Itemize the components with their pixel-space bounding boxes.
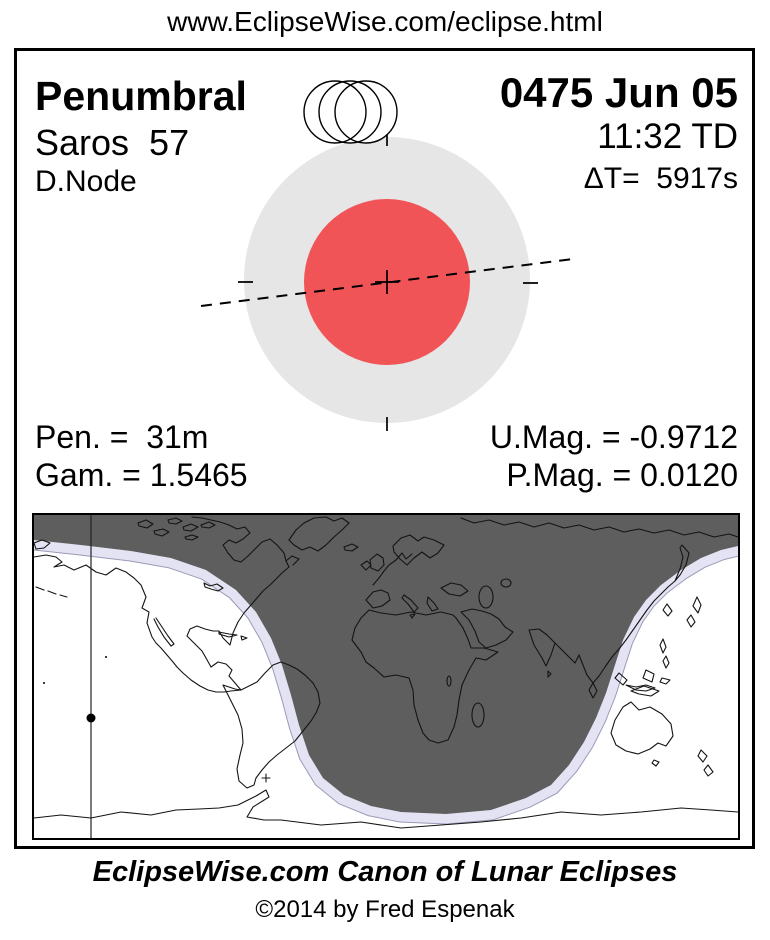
eclipse-diagram-box: Penumbral Saros 57 D.Node 0475 Jun 05 11… — [14, 48, 755, 849]
source-url: www.EclipseWise.com/eclipse.html — [167, 6, 603, 37]
continent-outlines — [34, 516, 738, 829]
africa-outline — [351, 609, 499, 744]
ecliptic-dashed-line — [200, 258, 574, 307]
copyright-notice: ©2014 by Fred Espenak — [255, 896, 515, 923]
cardinal-ticks — [238, 130, 538, 431]
visibility-map-frame — [32, 513, 740, 840]
time-label: 11:32 TD — [597, 117, 738, 156]
eclipse-not-visible-zone — [34, 515, 738, 814]
date-label: 0475 Jun 05 — [499, 69, 738, 116]
madagascar-outline — [471, 702, 485, 728]
sublunar-point-dot — [86, 713, 96, 723]
arctic-islands-outline — [137, 516, 359, 552]
gamma-label: Gam. = 1.5465 — [35, 457, 248, 493]
small-island-dot — [105, 656, 107, 658]
umbral-magnitude-label: U.Mag. = -0.9712 — [489, 419, 738, 455]
europe-outline — [360, 534, 469, 619]
lake-victoria-outline — [446, 675, 452, 687]
pen-duration-label: Pen. = 31m — [35, 419, 209, 455]
visibility-map — [34, 515, 738, 838]
small-island-dot — [43, 682, 45, 684]
south-america-outline — [218, 631, 321, 789]
australia-outline — [610, 685, 714, 777]
node-label: D.Node — [35, 165, 137, 198]
penumbral-magnitude-label: P.Mag. = 0.0120 — [506, 457, 738, 493]
delta-t-label: ΔT= 5917s — [583, 162, 738, 195]
shadow-diagram — [200, 80, 574, 431]
saros-label: Saros 57 — [35, 122, 190, 163]
canon-title: EclipseWise.com Canon of Lunar Eclipses — [92, 856, 678, 888]
aral-sea-outline — [500, 578, 512, 588]
center-cross — [375, 270, 399, 294]
eclipse-type-label: Penumbral — [35, 73, 247, 119]
antarctica-outline — [34, 789, 738, 829]
caspian-sea-outline — [478, 585, 494, 609]
asia-outline — [34, 517, 738, 699]
moon-path-circles — [303, 80, 398, 144]
